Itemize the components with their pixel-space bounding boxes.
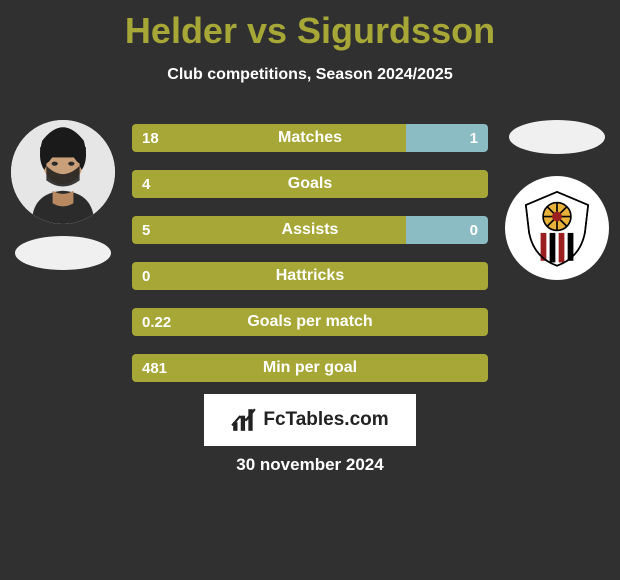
season-subtitle: Club competitions, Season 2024/2025 bbox=[0, 66, 620, 84]
snapshot-date: 30 november 2024 bbox=[0, 455, 620, 475]
player1-name: Helder bbox=[125, 10, 237, 51]
stat-row: Goals4 bbox=[132, 170, 488, 198]
player2-column bbox=[502, 120, 612, 280]
stat-bar-left bbox=[132, 308, 488, 336]
player2-club-badge bbox=[505, 176, 609, 280]
fctables-logo: FcTables.com bbox=[204, 394, 416, 446]
stat-bar-left bbox=[132, 262, 488, 290]
player2-flag bbox=[509, 120, 605, 154]
stat-bar-right bbox=[406, 216, 488, 244]
stat-bar-left bbox=[132, 124, 406, 152]
stat-row: Matches181 bbox=[132, 124, 488, 152]
stat-bar-right bbox=[406, 124, 488, 152]
comparison-title: Helder vs Sigurdsson bbox=[0, 0, 620, 52]
stat-row: Min per goal481 bbox=[132, 354, 488, 382]
stat-row: Goals per match0.22 bbox=[132, 308, 488, 336]
stat-row: Assists50 bbox=[132, 216, 488, 244]
chart-icon bbox=[231, 407, 257, 433]
stat-bar-left bbox=[132, 170, 488, 198]
stat-bar-left bbox=[132, 216, 406, 244]
player1-column bbox=[8, 120, 118, 270]
logo-text: FcTables.com bbox=[263, 409, 388, 431]
stat-bar-left bbox=[132, 354, 488, 382]
player2-name: Sigurdsson bbox=[297, 10, 495, 51]
stats-bars: Matches181 Goals4 Assists50 Hattricks0 Goals… bbox=[132, 124, 488, 400]
stat-row: Hattricks0 bbox=[132, 262, 488, 290]
player1-avatar bbox=[11, 120, 115, 224]
vs-text: vs bbox=[247, 10, 287, 51]
player1-flag bbox=[15, 236, 111, 270]
